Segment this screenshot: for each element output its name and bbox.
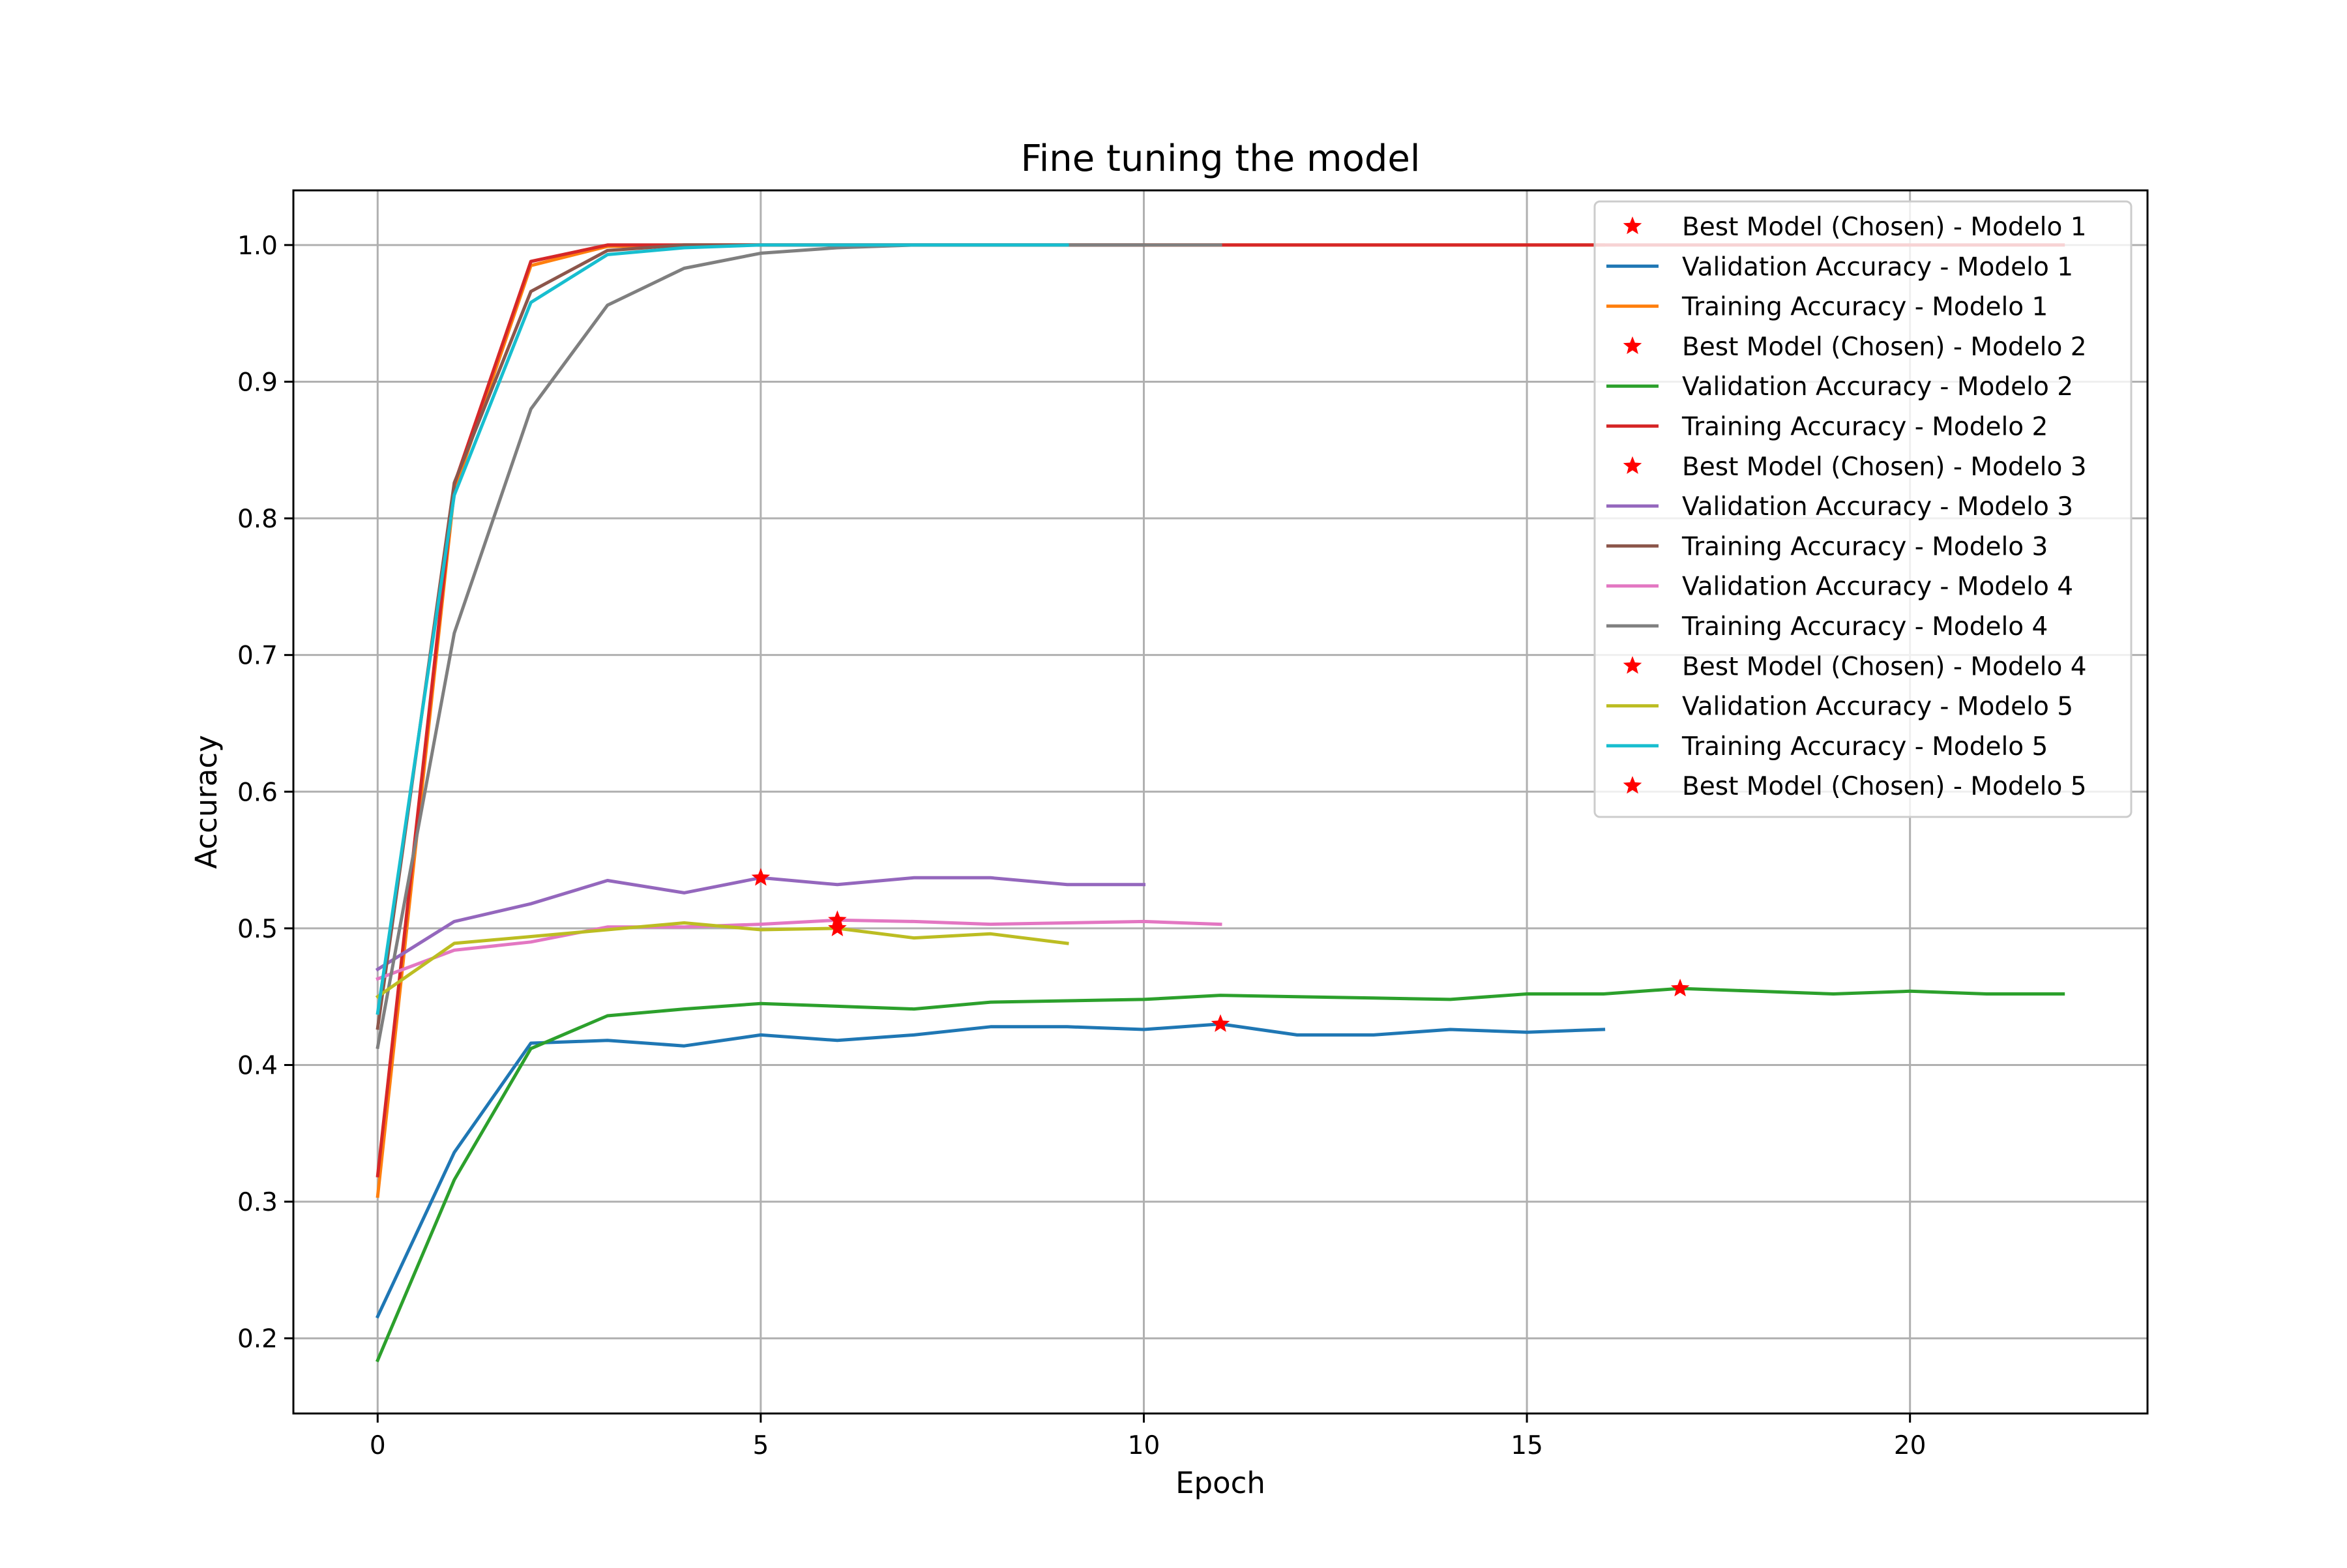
legend-box xyxy=(1593,200,2133,818)
legend-entry-label: Best Model (Chosen) - Modelo 2 xyxy=(1682,333,2087,362)
x-tick-label: 0 xyxy=(370,1431,386,1460)
y-tick-label: 0.8 xyxy=(237,505,278,534)
legend-entry-label: Training Accuracy - Modelo 5 xyxy=(1681,732,2048,762)
y-tick-label: 0.4 xyxy=(237,1051,278,1080)
best-model-marker xyxy=(1211,1014,1230,1032)
x-tick-label: 15 xyxy=(1511,1431,1543,1460)
legend-entry-label: Validation Accuracy - Modelo 5 xyxy=(1682,692,2073,722)
axis-ticks: 0 5 10 15 20 0.2 0.3 0.4 0.5 0.6 0.7 0.8 0.9 1.0 xyxy=(237,231,1926,1460)
legend-marker-swatch xyxy=(1623,336,1642,354)
y-tick-label: 0.9 xyxy=(237,368,278,397)
y-tick-label: 0.7 xyxy=(237,642,278,671)
y-tick-label: 0.6 xyxy=(237,778,278,807)
series-lines xyxy=(375,243,2065,1363)
best-model-marker xyxy=(751,868,771,886)
plot-frame xyxy=(292,189,2149,1415)
legend-entry-label: Best Model (Chosen) - Modelo 3 xyxy=(1682,452,2087,482)
y-tick-label: 1.0 xyxy=(237,231,278,261)
legend-entry-label: Best Model (Chosen) - Modelo 4 xyxy=(1682,652,2087,681)
best-model-markers xyxy=(751,868,1690,1032)
legend-entry-label: Training Accuracy - Modelo 4 xyxy=(1681,612,2048,642)
legend-marker-swatch xyxy=(1623,216,1642,235)
legend-entry-label: Best Model (Chosen) - Modelo 5 xyxy=(1682,772,2087,801)
legend-entry-label: Best Model (Chosen) - Modelo 1 xyxy=(1682,213,2087,242)
legend-entry-label: Training Accuracy - Modelo 3 xyxy=(1681,532,2048,561)
series-line xyxy=(376,243,1069,1015)
series-line xyxy=(376,243,1222,1050)
legend-entry-label: Validation Accuracy - Modelo 4 xyxy=(1682,572,2073,602)
y-axis-label: Accuracy xyxy=(189,735,224,868)
series-line xyxy=(375,1022,1606,1319)
legend-entry-label: Training Accuracy - Modelo 2 xyxy=(1681,413,2048,442)
legend-marker-swatch xyxy=(1623,456,1642,474)
best-model-marker xyxy=(1670,979,1690,997)
legend-entry-label: Validation Accuracy - Modelo 3 xyxy=(1682,492,2073,522)
legend: Best Model (Chosen) - Modelo 1 Validation… xyxy=(1593,200,2133,818)
chart-title: Fine tuning the model xyxy=(1021,138,1421,180)
series-line xyxy=(376,918,1222,981)
legend-marker-swatch xyxy=(1623,656,1642,674)
x-axis-label: Epoch xyxy=(1175,1466,1265,1500)
x-tick-label: 10 xyxy=(1128,1431,1160,1460)
best-model-marker xyxy=(828,918,847,936)
x-tick-label: 5 xyxy=(752,1431,769,1460)
y-tick-label: 0.2 xyxy=(237,1325,278,1354)
series-line xyxy=(376,986,2065,1363)
x-tick-label: 20 xyxy=(1894,1431,1926,1460)
y-tick-label: 0.3 xyxy=(237,1188,278,1217)
legend-entry-label: Training Accuracy - Modelo 1 xyxy=(1681,293,2048,322)
series-line xyxy=(375,921,1069,999)
legend-entry-label: Validation Accuracy - Modelo 1 xyxy=(1682,252,2073,282)
series-line xyxy=(376,243,1606,1198)
legend-marker-swatch xyxy=(1623,776,1642,794)
y-tick-label: 0.5 xyxy=(237,915,278,944)
legend-entry-label: Validation Accuracy - Modelo 2 xyxy=(1682,372,2073,402)
